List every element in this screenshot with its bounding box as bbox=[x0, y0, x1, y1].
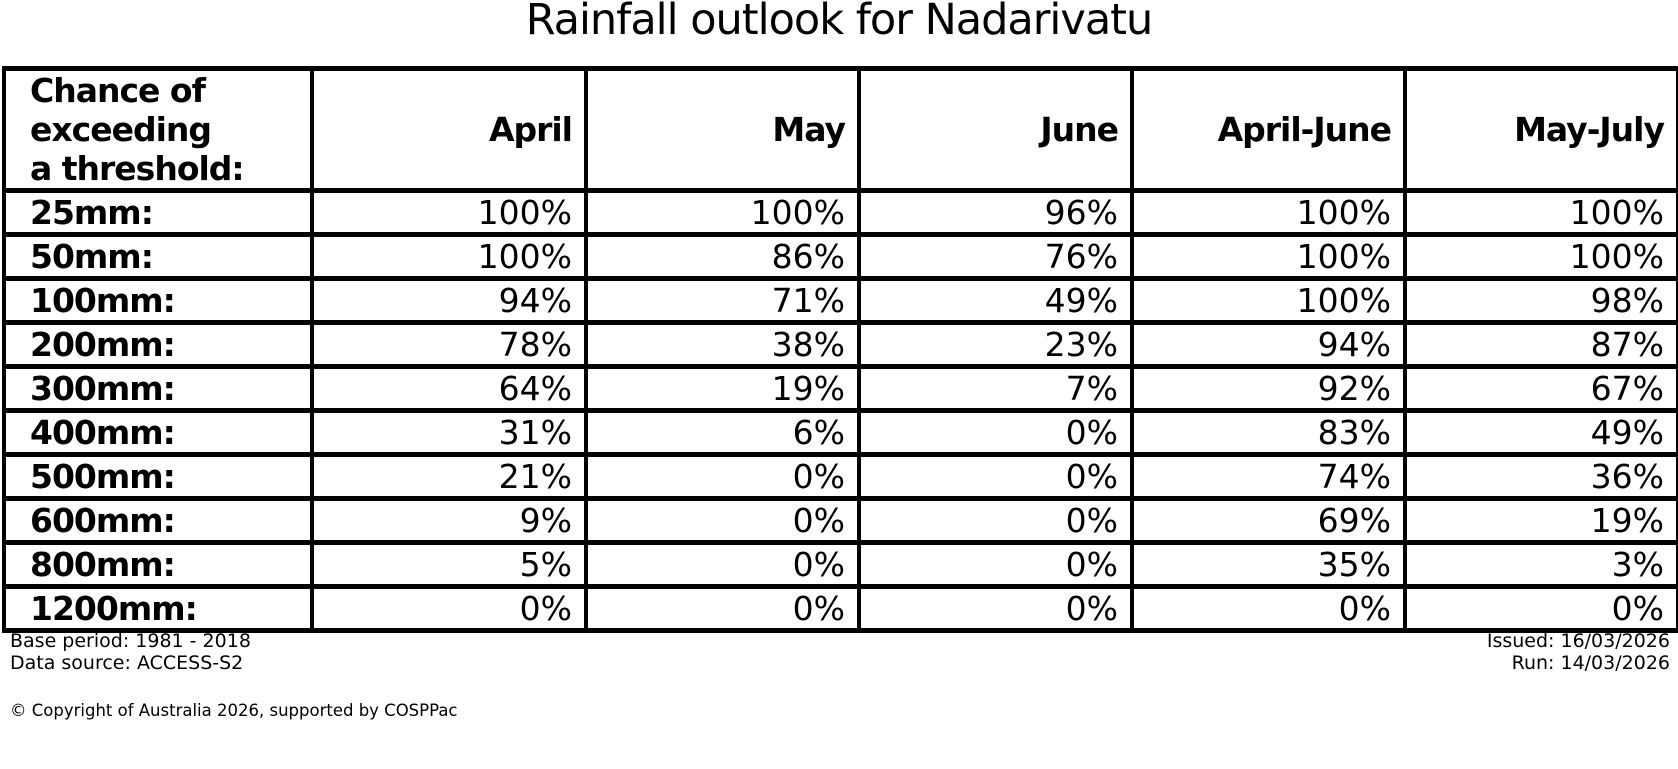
value-cell: 7% bbox=[857, 364, 1134, 413]
value-cell: 0% bbox=[857, 540, 1134, 589]
value-cell: 76% bbox=[857, 232, 1134, 281]
value-cell: 0% bbox=[857, 452, 1134, 501]
value-cell: 38% bbox=[584, 320, 861, 369]
value-cell: 0% bbox=[584, 452, 861, 501]
table-row: 50mm: 100% 86% 76% 100% 100% bbox=[2, 232, 1678, 281]
value-cell: 96% bbox=[857, 188, 1134, 237]
table-row: 300mm: 64% 19% 7% 92% 67% bbox=[2, 364, 1678, 413]
column-header: April bbox=[310, 66, 588, 193]
value-cell: 36% bbox=[1403, 452, 1678, 501]
table-row: 400mm: 31% 6% 0% 83% 49% bbox=[2, 408, 1678, 457]
value-cell: 94% bbox=[1130, 320, 1407, 369]
value-cell: 100% bbox=[310, 188, 588, 237]
table-row: 800mm: 5% 0% 0% 35% 3% bbox=[2, 540, 1678, 589]
value-cell: 5% bbox=[310, 540, 588, 589]
footer-right: Issued: 16/03/2026 Run: 14/03/2026 bbox=[1487, 630, 1670, 674]
value-cell: 69% bbox=[1130, 496, 1407, 545]
value-cell: 92% bbox=[1130, 364, 1407, 413]
value-cell: 67% bbox=[1403, 364, 1678, 413]
rainfall-table: Chance of exceeding a threshold: April Ma… bbox=[2, 66, 1678, 633]
value-cell: 31% bbox=[310, 408, 588, 457]
threshold-cell: 25mm: bbox=[2, 188, 314, 237]
column-header: May bbox=[584, 66, 861, 193]
run-text: Run: 14/03/2026 bbox=[1511, 652, 1670, 674]
column-header: May-July bbox=[1403, 66, 1678, 193]
table-row: 25mm: 100% 100% 96% 100% 100% bbox=[2, 188, 1678, 237]
value-cell: 0% bbox=[857, 584, 1134, 633]
threshold-cell: 100mm: bbox=[2, 276, 314, 325]
column-header: April-June bbox=[1130, 66, 1407, 193]
copyright-text: © Copyright of Australia 2026, supported… bbox=[10, 701, 458, 720]
value-cell: 87% bbox=[1403, 320, 1678, 369]
value-cell: 0% bbox=[584, 540, 861, 589]
value-cell: 78% bbox=[310, 320, 588, 369]
table-row: 100mm: 94% 71% 49% 100% 98% bbox=[2, 276, 1678, 325]
threshold-cell: 300mm: bbox=[2, 364, 314, 413]
value-cell: 0% bbox=[857, 496, 1134, 545]
value-cell: 100% bbox=[1130, 276, 1407, 325]
issued-text: Issued: 16/03/2026 bbox=[1486, 630, 1670, 652]
value-cell: 23% bbox=[857, 320, 1134, 369]
threshold-cell: 800mm: bbox=[2, 540, 314, 589]
table-body: 25mm: 100% 100% 96% 100% 100% 50mm: 100% 86% 76% 1… bbox=[2, 188, 1678, 633]
value-cell: 0% bbox=[857, 408, 1134, 457]
value-cell: 0% bbox=[310, 584, 588, 633]
data-source-text: Data source: ACCESS-S2 bbox=[10, 652, 244, 674]
value-cell: 19% bbox=[1403, 496, 1678, 545]
table-row: 1200mm: 0% 0% 0% 0% 0% bbox=[2, 584, 1678, 633]
value-cell: 49% bbox=[857, 276, 1134, 325]
threshold-cell: 500mm: bbox=[2, 452, 314, 501]
value-cell: 98% bbox=[1403, 276, 1678, 325]
page-title: Rainfall outlook for Nadarivatu bbox=[525, 0, 1154, 45]
value-cell: 0% bbox=[584, 496, 861, 545]
threshold-cell: 50mm: bbox=[2, 232, 314, 281]
column-header: June bbox=[857, 66, 1134, 193]
value-cell: 49% bbox=[1403, 408, 1678, 457]
table-row: 500mm: 21% 0% 0% 74% 36% bbox=[2, 452, 1678, 501]
value-cell: 9% bbox=[310, 496, 588, 545]
value-cell: 100% bbox=[1130, 188, 1407, 237]
header-row: Chance of exceeding a threshold: April Ma… bbox=[2, 66, 1678, 193]
value-cell: 0% bbox=[1403, 584, 1678, 633]
threshold-cell: 400mm: bbox=[2, 408, 314, 457]
threshold-cell: 1200mm: bbox=[2, 584, 314, 633]
value-cell: 0% bbox=[584, 584, 861, 633]
value-cell: 100% bbox=[1130, 232, 1407, 281]
value-cell: 100% bbox=[1403, 188, 1678, 237]
value-cell: 0% bbox=[1130, 584, 1407, 633]
threshold-cell: 600mm: bbox=[2, 496, 314, 545]
corner-header: Chance of exceeding a threshold: bbox=[2, 66, 314, 193]
value-cell: 100% bbox=[310, 232, 588, 281]
table-row: 200mm: 78% 38% 23% 94% 87% bbox=[2, 320, 1678, 369]
footer-left: Base period: 1981 - 2018 Data source: AC… bbox=[10, 630, 251, 674]
value-cell: 74% bbox=[1130, 452, 1407, 501]
value-cell: 71% bbox=[584, 276, 861, 325]
threshold-cell: 200mm: bbox=[2, 320, 314, 369]
value-cell: 35% bbox=[1130, 540, 1407, 589]
value-cell: 19% bbox=[584, 364, 861, 413]
value-cell: 64% bbox=[310, 364, 588, 413]
value-cell: 86% bbox=[584, 232, 861, 281]
table-row: 600mm: 9% 0% 0% 69% 19% bbox=[2, 496, 1678, 545]
value-cell: 94% bbox=[310, 276, 588, 325]
base-period-text: Base period: 1981 - 2018 bbox=[10, 630, 251, 652]
value-cell: 100% bbox=[584, 188, 861, 237]
value-cell: 21% bbox=[310, 452, 588, 501]
value-cell: 3% bbox=[1403, 540, 1678, 589]
value-cell: 100% bbox=[1403, 232, 1678, 281]
value-cell: 6% bbox=[584, 408, 861, 457]
value-cell: 83% bbox=[1130, 408, 1407, 457]
